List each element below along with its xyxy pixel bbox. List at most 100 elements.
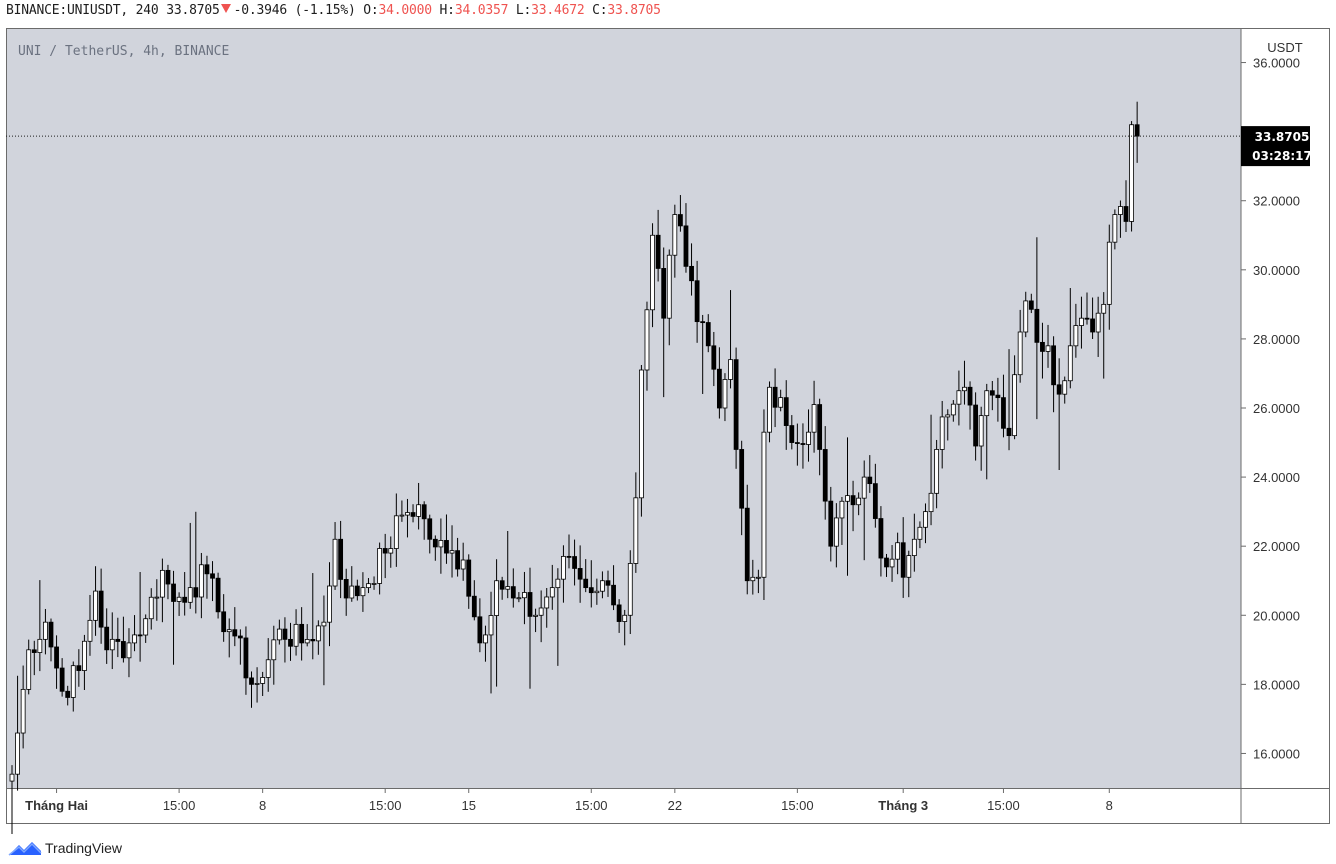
candle-up[interactable] [460, 559, 466, 570]
candle-up[interactable] [159, 569, 165, 598]
candle-up[interactable] [939, 416, 945, 450]
candle-down[interactable] [1040, 341, 1045, 352]
candle-down[interactable] [711, 345, 717, 370]
candle-up[interactable] [627, 563, 633, 616]
candle-down[interactable] [288, 638, 293, 647]
candle-up[interactable] [393, 515, 399, 549]
candle-down[interactable] [661, 268, 667, 319]
candle-up[interactable] [1129, 124, 1134, 222]
time-axis[interactable] [6, 788, 1241, 824]
candle-up[interactable] [483, 634, 488, 644]
candle-up[interactable] [93, 590, 98, 621]
candle-down[interactable] [421, 504, 427, 520]
candle-down[interactable] [789, 425, 795, 443]
candle-down[interactable] [354, 585, 360, 597]
candle-up[interactable] [1023, 300, 1029, 333]
candle-down[interactable] [1028, 300, 1034, 310]
candle-up[interactable] [43, 621, 48, 640]
candle-up[interactable] [26, 649, 32, 690]
candle-up[interactable] [143, 618, 149, 636]
candle-up[interactable] [533, 614, 538, 617]
candle-down[interactable] [193, 587, 199, 598]
candle-down[interactable] [466, 559, 472, 597]
candle-down[interactable] [76, 665, 82, 671]
candle-up[interactable] [561, 555, 566, 580]
candle-up[interactable] [978, 415, 984, 447]
candle-up[interactable] [438, 540, 444, 548]
candle-down[interactable] [215, 577, 221, 613]
candle-down[interactable] [872, 483, 878, 519]
chart-canvas[interactable]: USDT 16.0000 18.0000 20.0000 22.0000 24.0000… [0, 0, 1336, 834]
candle-up[interactable] [833, 517, 839, 547]
candle-up[interactable] [1045, 345, 1051, 352]
candle-down[interactable] [48, 621, 54, 648]
candle-down[interactable] [1051, 345, 1056, 386]
candle-down[interactable] [967, 386, 973, 406]
candle-up[interactable] [594, 590, 600, 594]
candle-down[interactable] [455, 550, 461, 570]
candle-down[interactable] [884, 557, 889, 568]
candle-up[interactable] [388, 548, 394, 554]
candle-up[interactable] [761, 431, 767, 578]
candle-up[interactable] [265, 659, 271, 678]
candle-down[interactable] [850, 495, 856, 506]
candle-down[interactable] [338, 538, 344, 580]
candle-down[interactable] [583, 578, 589, 589]
candle-up[interactable] [1079, 317, 1084, 326]
candle-down[interactable] [828, 500, 834, 547]
candle-down[interactable] [477, 616, 483, 644]
candle-up[interactable] [1067, 345, 1073, 382]
plot-area[interactable] [6, 28, 1241, 788]
candle-down[interactable] [817, 404, 823, 450]
candle-up[interactable] [767, 386, 772, 433]
candle-down[interactable] [471, 595, 477, 618]
candle-down[interactable] [1001, 397, 1006, 429]
candle-up[interactable] [755, 576, 761, 579]
candle-up[interactable] [856, 497, 862, 506]
candle-up[interactable] [366, 583, 371, 589]
candle-down[interactable] [1006, 427, 1012, 437]
candle-up[interactable] [650, 234, 655, 311]
candle-up[interactable] [622, 614, 628, 622]
candle-down[interactable] [744, 507, 750, 582]
candle-down[interactable] [310, 639, 316, 642]
candle-down[interactable] [171, 583, 176, 602]
candle-down[interactable] [683, 225, 689, 267]
candle-up[interactable] [15, 732, 20, 775]
candle-down[interactable] [689, 265, 694, 282]
candle-up[interactable] [399, 514, 405, 517]
candle-up[interactable] [416, 504, 422, 517]
candle-up[interactable] [70, 665, 76, 698]
candle-up[interactable] [917, 526, 923, 540]
candle-down[interactable] [995, 394, 1001, 399]
candle-down[interactable] [299, 623, 305, 644]
footer-brand[interactable]: TradingView [8, 838, 122, 858]
candle-down[interactable] [1034, 308, 1040, 343]
candle-up[interactable] [449, 550, 455, 554]
candle-up[interactable] [934, 449, 940, 494]
candle-up[interactable] [538, 607, 544, 616]
candle-down[interactable] [432, 538, 438, 548]
candle-up[interactable] [332, 538, 338, 587]
candle-down[interactable] [577, 568, 583, 580]
candle-down[interactable] [98, 590, 104, 628]
candle-up[interactable] [1101, 303, 1107, 314]
candle-down[interactable] [733, 359, 739, 450]
candle-down[interactable] [878, 518, 884, 559]
candle-down[interactable] [65, 690, 71, 698]
candle-down[interactable] [204, 564, 210, 575]
candle-up[interactable] [254, 683, 260, 685]
candle-up[interactable] [154, 596, 160, 599]
candle-down[interactable] [54, 646, 59, 669]
candle-down[interactable] [232, 629, 238, 637]
candle-up[interactable] [928, 492, 934, 513]
candle-down[interactable] [115, 638, 121, 642]
candle-up[interactable] [644, 309, 650, 371]
candle-up[interactable] [126, 642, 132, 659]
candle-up[interactable] [666, 254, 672, 319]
candle-up[interactable] [1112, 214, 1118, 243]
candle-down[interactable] [678, 214, 683, 227]
candle-up[interactable] [956, 390, 962, 405]
candle-up[interactable] [672, 214, 678, 256]
candle-down[interactable] [182, 596, 188, 603]
